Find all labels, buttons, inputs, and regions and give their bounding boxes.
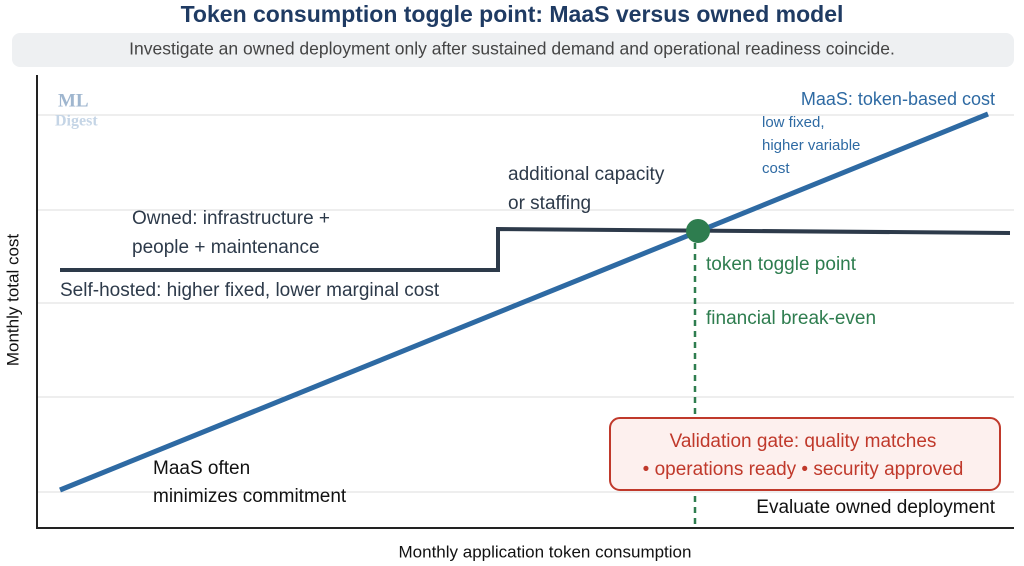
break-even-label: financial break-even	[706, 308, 876, 329]
maas-detail: higher variable	[762, 137, 860, 154]
y-axis-label: Monthly total cost	[3, 234, 22, 367]
toggle-label: token toggle point	[706, 254, 857, 275]
logo: Digest	[55, 113, 98, 130]
maas-detail: low fixed,	[762, 114, 825, 131]
evaluate-label: Evaluate owned deployment	[756, 497, 995, 518]
gate-text: • operations ready • security approved	[643, 459, 964, 480]
step-label: or staffing	[508, 193, 591, 214]
owned-line	[60, 226, 1011, 272]
maas-line	[59, 111, 989, 493]
subtitle: Investigate an owned deployment only aft…	[129, 39, 895, 59]
step-label: additional capacity	[508, 164, 665, 185]
subtitle-box	[12, 33, 1014, 67]
maas-note: MaaS often	[153, 458, 250, 479]
maas-label: MaaS: token-based cost	[801, 89, 995, 109]
axes	[36, 75, 1014, 529]
logo: ML	[58, 90, 89, 111]
self-hosted-label: Self-hosted: higher fixed, lower margina…	[60, 280, 440, 301]
owned-label: people + maintenance	[132, 237, 320, 258]
maas-detail: cost	[762, 160, 790, 177]
x-axis-label: Monthly application token consumption	[399, 542, 692, 561]
toggle-point	[686, 219, 710, 243]
title: Token consumption toggle point: MaaS ver…	[181, 1, 844, 27]
gate-text: Validation gate: quality matches	[670, 431, 937, 452]
maas-note: minimizes commitment	[153, 486, 347, 507]
gate-box	[609, 417, 1001, 491]
owned-label: Owned: infrastructure +	[132, 208, 330, 229]
